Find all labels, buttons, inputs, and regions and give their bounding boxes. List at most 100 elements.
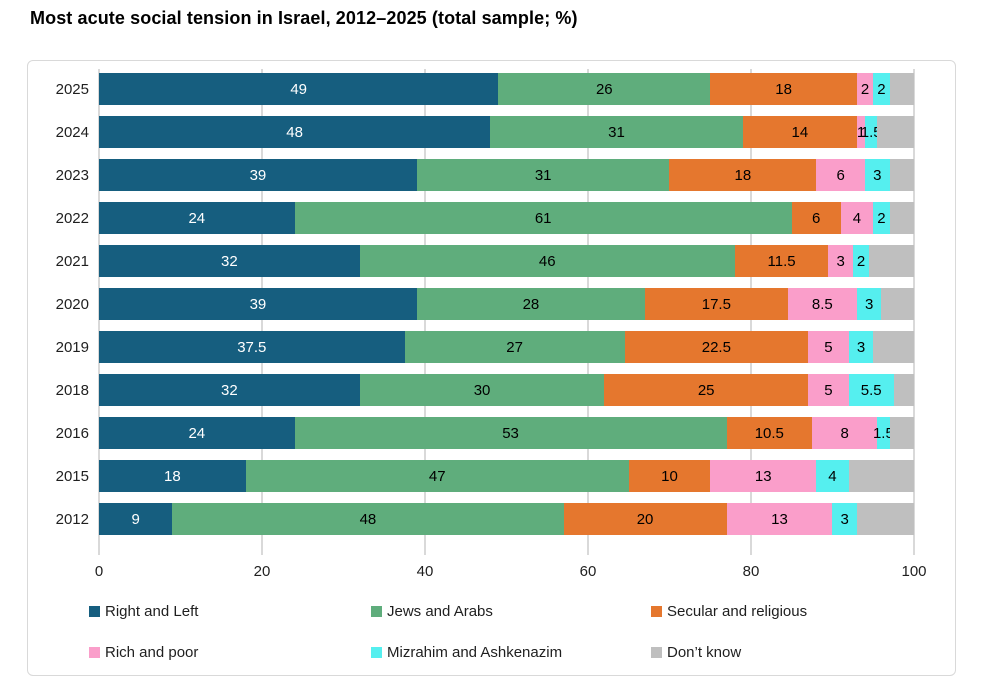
bar-segment: 4 bbox=[816, 460, 849, 492]
bar-segment: 46 bbox=[359, 245, 735, 277]
bar-segment: 39 bbox=[99, 159, 417, 191]
legend-item: Jews and Arabs bbox=[371, 602, 651, 620]
bar-segment: 13 bbox=[710, 460, 817, 492]
legend-item: Right and Left bbox=[89, 602, 371, 620]
bar-segment bbox=[848, 460, 914, 492]
stacked-bar: 32 46 11.5 3 2 bbox=[99, 245, 914, 277]
stacked-bar: 32 30 25 5 5.5 bbox=[99, 374, 914, 406]
bar-segment: 6 bbox=[791, 202, 841, 234]
category-label: 2012 bbox=[55, 510, 89, 528]
bar-segment bbox=[889, 417, 914, 449]
bar-segment: 53 bbox=[294, 417, 727, 449]
bar-row: 2019 37.5 27 22.5 5 3 bbox=[28, 331, 955, 363]
bar-segment: 48 bbox=[172, 503, 564, 535]
bar-segment: 4 bbox=[840, 202, 874, 234]
category-label: 2016 bbox=[55, 424, 89, 442]
bar-row: 2024 48 31 14 1 1.5 bbox=[28, 116, 955, 148]
bar-segment: 10.5 bbox=[726, 417, 813, 449]
legend-label: Don’t know bbox=[667, 643, 742, 661]
bar-segment: 3 bbox=[848, 331, 874, 363]
stacked-bar: 18 47 10 13 4 bbox=[99, 460, 914, 492]
bar-segment: 2 bbox=[852, 245, 870, 277]
bar-segment: 61 bbox=[294, 202, 792, 234]
bar-segment: 1.5 bbox=[873, 417, 894, 449]
bar-segment: 5 bbox=[808, 374, 849, 406]
legend-swatch-icon bbox=[371, 605, 382, 617]
bar-segment bbox=[889, 202, 914, 234]
bar-segment: 3 bbox=[832, 503, 857, 535]
legend-label: Jews and Arabs bbox=[387, 602, 493, 620]
category-label: 2018 bbox=[55, 381, 89, 399]
gridline bbox=[913, 69, 915, 555]
stacked-bar: 39 28 17.5 8.5 3 bbox=[99, 288, 914, 320]
stacked-bar: 37.5 27 22.5 5 3 bbox=[99, 331, 914, 363]
bar-segment bbox=[873, 331, 914, 363]
stacked-bar: 48 31 14 1 1.5 bbox=[99, 116, 914, 148]
bar-segment: 48 bbox=[99, 116, 491, 148]
bar-segment: 5 bbox=[808, 331, 849, 363]
chart-title: Most acute social tension in Israel, 201… bbox=[30, 8, 578, 28]
stacked-bar: 24 61 6 4 2 bbox=[99, 202, 914, 234]
x-tick-label: 100 bbox=[901, 563, 927, 580]
bar-segment: 31 bbox=[490, 116, 743, 148]
legend-item: Don’t know bbox=[651, 643, 935, 661]
category-label: 2023 bbox=[55, 166, 89, 184]
bar-row: 2016 24 53 10.5 8 1.5 bbox=[28, 417, 955, 449]
bar-segment: 31 bbox=[416, 159, 670, 191]
bar-row: 2020 39 28 17.5 8.5 3 bbox=[28, 288, 955, 320]
bar-segment: 24 bbox=[99, 417, 295, 449]
category-label: 2015 bbox=[55, 467, 89, 485]
bar-segment: 11.5 bbox=[734, 245, 829, 277]
x-axis: 0 20 40 60 80 100 bbox=[95, 563, 927, 583]
bar-segment: 28 bbox=[416, 288, 646, 320]
stacked-bar: 24 53 10.5 8 1.5 bbox=[99, 417, 914, 449]
legend-swatch-icon bbox=[89, 646, 100, 658]
bar-segment: 18 bbox=[669, 159, 817, 191]
x-tick-label: 20 bbox=[253, 563, 271, 580]
bar-segment: 20 bbox=[563, 503, 727, 535]
bar-segment: 32 bbox=[99, 245, 360, 277]
bar-segment bbox=[889, 159, 914, 191]
chart-frame: 2025 49 26 18 2 2 2024 48 31 14 1 1.5 2023 39 31 18 6 3 20… bbox=[27, 60, 956, 676]
bar-row: 2022 24 61 6 4 2 bbox=[28, 202, 955, 234]
bar-segment: 1.5 bbox=[861, 116, 882, 148]
bar-segment: 5.5 bbox=[848, 374, 894, 406]
bar-segment: 3 bbox=[828, 245, 853, 277]
stacked-bar: 39 31 18 6 3 bbox=[99, 159, 914, 191]
bar-segment: 18 bbox=[99, 460, 246, 492]
bar-row: 2015 18 47 10 13 4 bbox=[28, 460, 955, 492]
bar-rows: 2025 49 26 18 2 2 2024 48 31 14 1 1.5 2023 39 31 18 6 3 20… bbox=[28, 73, 955, 535]
bar-segment: 2 bbox=[873, 202, 890, 234]
bar-segment: 22.5 bbox=[624, 331, 809, 363]
bar-segment: 6 bbox=[816, 159, 866, 191]
legend-swatch-icon bbox=[651, 605, 662, 617]
bar-segment: 49 bbox=[99, 73, 499, 105]
bar-segment: 8.5 bbox=[787, 288, 857, 320]
bar-row: 2023 39 31 18 6 3 bbox=[28, 159, 955, 191]
bar-segment: 24 bbox=[99, 202, 295, 234]
stacked-bar: 49 26 18 2 2 bbox=[99, 73, 914, 105]
bar-segment bbox=[881, 288, 914, 320]
bar-segment: 37.5 bbox=[99, 331, 405, 363]
bar-segment: 14 bbox=[742, 116, 857, 148]
bar-segment bbox=[893, 374, 914, 406]
legend-swatch-icon bbox=[89, 605, 100, 617]
legend-item: Mizrahim and Ashkenazim bbox=[371, 643, 651, 661]
legend-label: Mizrahim and Ashkenazim bbox=[387, 643, 563, 661]
bar-row: 2021 32 46 11.5 3 2 bbox=[28, 245, 955, 277]
bar-segment: 30 bbox=[359, 374, 605, 406]
bar-segment: 9 bbox=[99, 503, 173, 535]
legend-swatch-icon bbox=[651, 646, 662, 658]
bar-segment: 47 bbox=[245, 460, 629, 492]
legend-item: Secular and religious bbox=[651, 603, 935, 620]
bar-segment: 1 bbox=[857, 116, 865, 148]
legend-label: Right and Left bbox=[105, 602, 199, 620]
plot-area: 2025 49 26 18 2 2 2024 48 31 14 1 1.5 2023 39 31 18 6 3 20… bbox=[28, 69, 955, 580]
bar-segment: 27 bbox=[404, 331, 625, 363]
bar-segment bbox=[856, 503, 914, 535]
x-tick-label: 0 bbox=[94, 563, 104, 580]
bar-segment: 18 bbox=[710, 73, 857, 105]
x-tick-label: 80 bbox=[742, 563, 760, 580]
bar-segment: 13 bbox=[726, 503, 833, 535]
bar-segment: 8 bbox=[812, 417, 878, 449]
